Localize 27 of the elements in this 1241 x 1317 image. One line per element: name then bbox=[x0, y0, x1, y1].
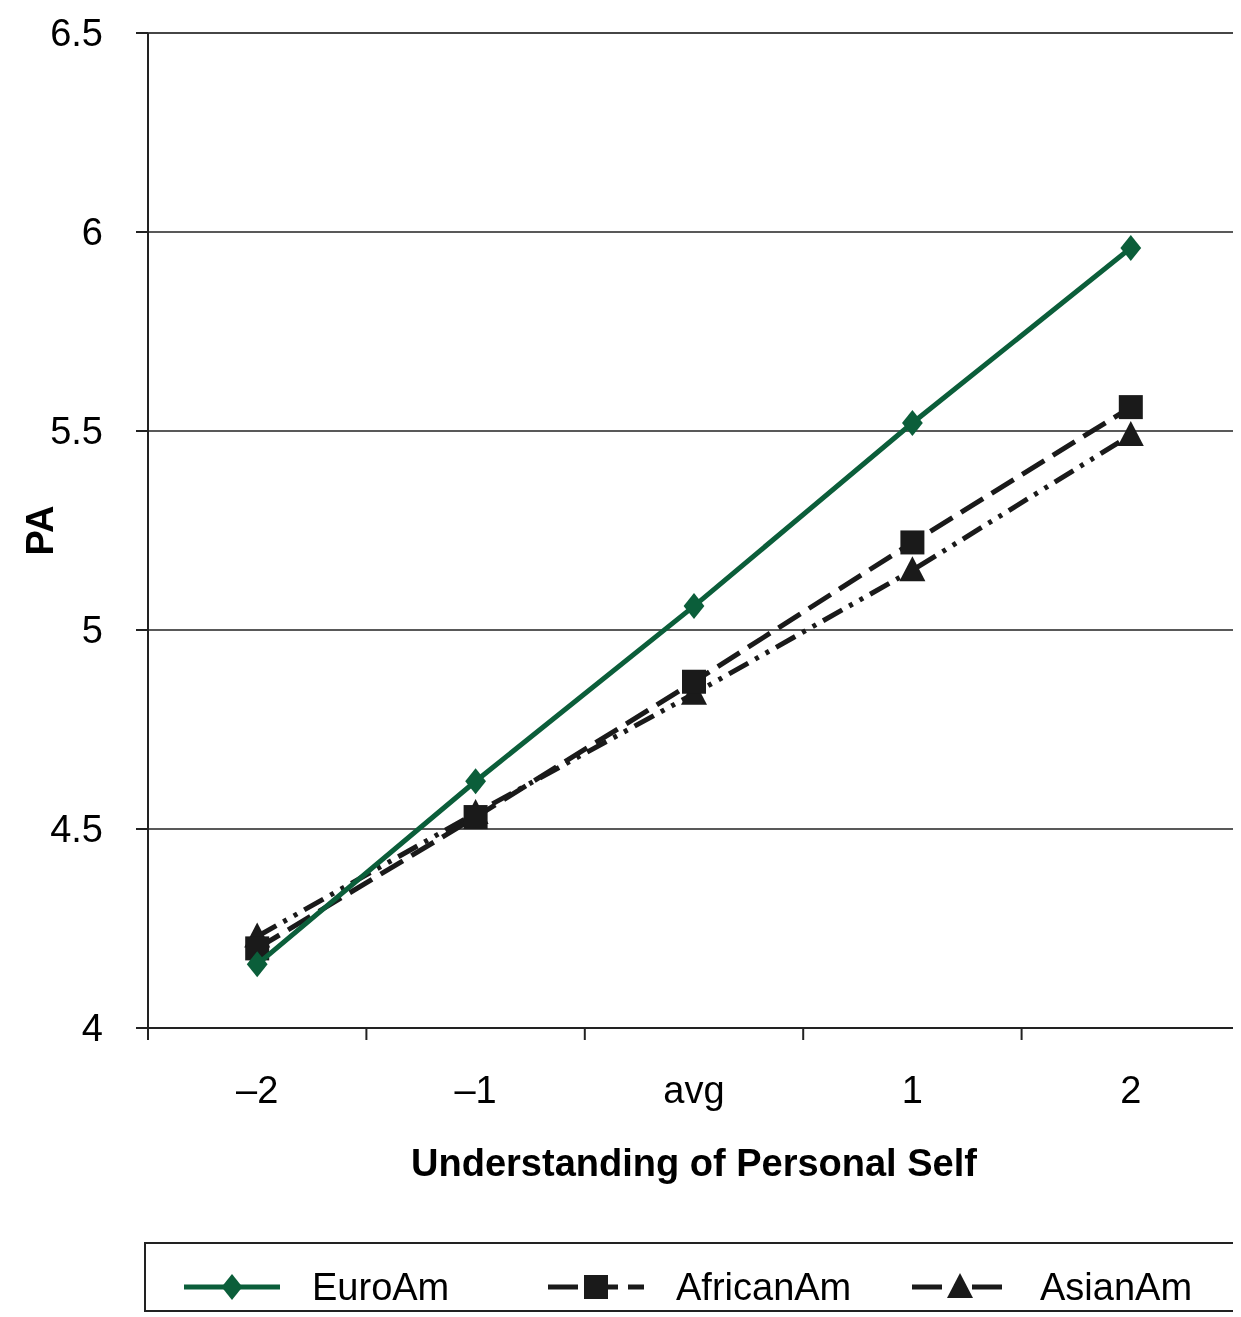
x-axis-title: Understanding of Personal Self bbox=[411, 1142, 978, 1184]
y-tick-label: 6 bbox=[81, 211, 103, 254]
point bbox=[682, 669, 706, 694]
point bbox=[1118, 395, 1143, 420]
point bbox=[683, 593, 705, 620]
y-axis-title: PA bbox=[19, 505, 61, 556]
x-tick-label: –2 bbox=[236, 1069, 279, 1111]
x-tick-label: 1 bbox=[901, 1069, 923, 1111]
point bbox=[900, 530, 925, 555]
point bbox=[465, 768, 486, 795]
legend-label: EuroAm bbox=[312, 1266, 450, 1309]
y-tick-label: 4.5 bbox=[50, 808, 103, 851]
y-tick-label: 5 bbox=[81, 609, 103, 652]
legend-label: AsianAm bbox=[1040, 1266, 1193, 1309]
y-tick-label: 4 bbox=[81, 1007, 103, 1050]
point bbox=[899, 556, 926, 582]
point bbox=[463, 805, 488, 830]
x-tick-label: avg bbox=[663, 1069, 725, 1111]
y-tick-label: 6.5 bbox=[50, 12, 103, 55]
point bbox=[902, 410, 923, 437]
legend-label: AfricanAm bbox=[676, 1266, 852, 1309]
y-tick-label: 5.5 bbox=[50, 410, 103, 453]
point bbox=[1117, 420, 1144, 446]
x-tick-label: –1 bbox=[454, 1069, 497, 1111]
x-tick-label: 2 bbox=[1120, 1069, 1142, 1111]
point bbox=[1120, 234, 1142, 261]
point bbox=[246, 951, 268, 978]
